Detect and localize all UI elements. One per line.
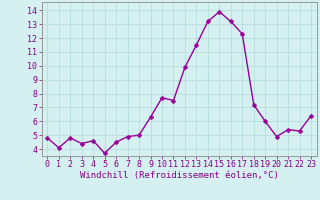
X-axis label: Windchill (Refroidissement éolien,°C): Windchill (Refroidissement éolien,°C) [80, 171, 279, 180]
